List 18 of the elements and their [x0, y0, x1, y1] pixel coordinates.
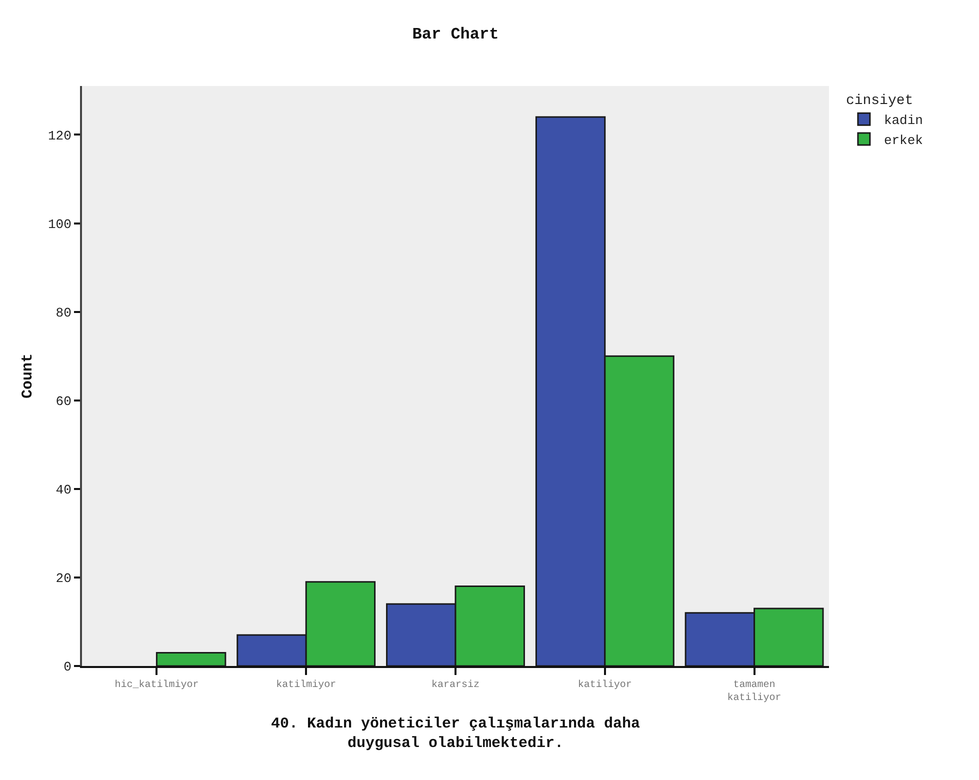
- x-axis-title: 40. Kadın yöneticiler çalışmalarında daha duygusal olabilmektedir.: [270, 716, 640, 752]
- legend-title: cinsiyet: [846, 93, 914, 110]
- legend-label: erkek: [884, 133, 924, 148]
- legend-label: kadin: [884, 113, 923, 128]
- x-tick-label: kararsiz: [431, 679, 480, 691]
- x-tick-label: hic_katilmiyor: [114, 679, 199, 691]
- x-tick-label: katilmiyor: [276, 679, 336, 691]
- x-tick-label: katiliyor: [578, 679, 632, 691]
- y-tick-label: 120: [48, 128, 72, 144]
- chart-title: Bar Chart: [412, 26, 499, 44]
- y-tick-label: 60: [56, 394, 72, 409]
- y-tick-label: 40: [56, 482, 72, 498]
- y-tick-label: 0: [64, 660, 72, 675]
- y-tick-label: 80: [56, 305, 72, 320]
- y-tick-label: 100: [48, 216, 72, 232]
- x-tick-label: tamamen katiliyor: [727, 680, 782, 704]
- y-axis-title: Count: [20, 353, 37, 399]
- y-tick-label: 20: [56, 571, 72, 586]
